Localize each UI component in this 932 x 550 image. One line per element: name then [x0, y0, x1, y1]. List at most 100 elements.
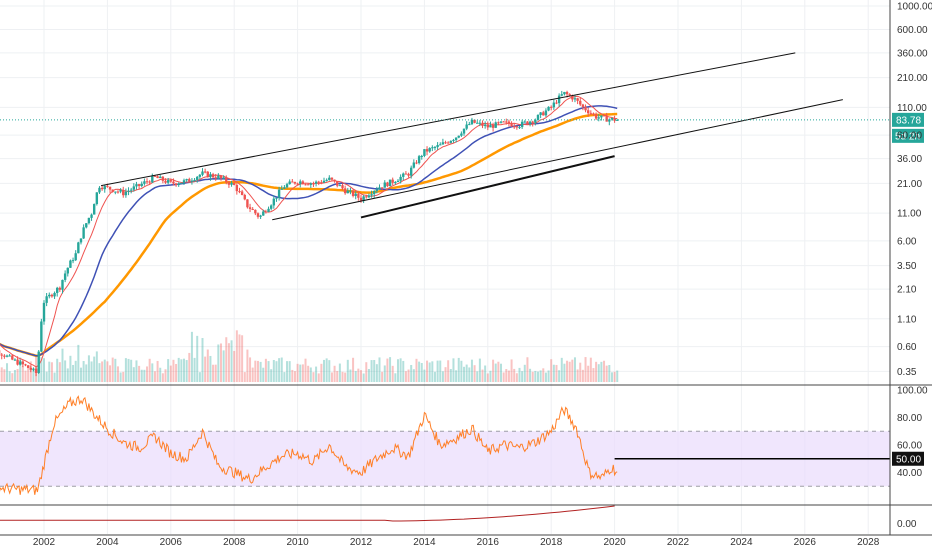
candle-body[interactable]: [351, 190, 355, 196]
candle-body[interactable]: [283, 187, 286, 189]
candle-body[interactable]: [82, 227, 85, 239]
candle-body[interactable]: [203, 171, 207, 173]
candle-body[interactable]: [87, 217, 91, 224]
candle-body[interactable]: [198, 174, 202, 177]
candle-body[interactable]: [394, 182, 397, 184]
candle-body[interactable]: [243, 194, 246, 200]
candle-body[interactable]: [275, 197, 278, 199]
candle-body[interactable]: [592, 113, 595, 115]
candle-body[interactable]: [439, 144, 442, 146]
candle-body[interactable]: [317, 181, 320, 183]
candle-body[interactable]: [29, 367, 32, 370]
candle-body[interactable]: [346, 190, 349, 194]
candle-body[interactable]: [251, 208, 254, 210]
candle-body[interactable]: [560, 94, 563, 96]
candle-body[interactable]: [56, 287, 59, 293]
candle-body[interactable]: [428, 148, 431, 152]
candle-body[interactable]: [124, 191, 128, 196]
candle-body[interactable]: [373, 191, 376, 195]
candle-body[interactable]: [50, 294, 54, 297]
candle-body[interactable]: [444, 142, 447, 144]
candle-body[interactable]: [106, 185, 109, 187]
candle-body[interactable]: [135, 184, 138, 187]
candle-body[interactable]: [478, 122, 482, 124]
candle-body[interactable]: [454, 137, 458, 140]
candle-body[interactable]: [61, 279, 64, 290]
candle-body[interactable]: [285, 184, 289, 188]
candle-body[interactable]: [515, 126, 519, 128]
candle-body[interactable]: [26, 365, 30, 368]
candle-body[interactable]: [349, 190, 352, 192]
candle-body[interactable]: [169, 180, 172, 182]
candle-body[interactable]: [90, 214, 93, 218]
candle-body[interactable]: [322, 180, 326, 183]
candle-body[interactable]: [610, 118, 614, 120]
candle-body[interactable]: [288, 181, 291, 185]
candle-body[interactable]: [132, 186, 136, 190]
candle-body[interactable]: [412, 162, 416, 168]
candle-body[interactable]: [193, 179, 196, 181]
candle-body[interactable]: [486, 124, 489, 128]
candle-body[interactable]: [248, 207, 252, 209]
candle-body[interactable]: [510, 123, 513, 127]
candle-body[interactable]: [24, 364, 27, 366]
candle-body[interactable]: [164, 180, 167, 183]
price-pane[interactable]: 83.78 5d 2h: [0, 52, 924, 382]
candle-body[interactable]: [423, 149, 426, 156]
candle-body[interactable]: [58, 287, 62, 290]
candle-body[interactable]: [325, 179, 328, 181]
candle-body[interactable]: [391, 179, 394, 183]
candle-body[interactable]: [457, 135, 460, 138]
candle-body[interactable]: [156, 176, 159, 179]
candle-body[interactable]: [378, 187, 381, 190]
candle-body[interactable]: [563, 91, 566, 95]
candle-body[interactable]: [161, 176, 165, 181]
trend-support-line[interactable]: [360, 155, 615, 219]
candle-body[interactable]: [338, 185, 342, 187]
candle-body[interactable]: [92, 204, 96, 215]
candle-body[interactable]: [209, 174, 212, 178]
candle-body[interactable]: [267, 208, 270, 212]
candle-body[interactable]: [370, 194, 373, 196]
candle-body[interactable]: [222, 177, 225, 179]
candle-body[interactable]: [119, 190, 122, 192]
candle-body[interactable]: [304, 184, 307, 186]
candle-body[interactable]: [470, 119, 474, 125]
candle-body[interactable]: [573, 98, 577, 100]
candle-body[interactable]: [333, 179, 336, 182]
candle-body[interactable]: [468, 124, 471, 126]
candle-body[interactable]: [16, 359, 19, 365]
candle-body[interactable]: [608, 119, 611, 122]
candle-body[interactable]: [182, 180, 186, 183]
candle-body[interactable]: [180, 182, 183, 184]
candle-body[interactable]: [555, 102, 558, 104]
candle-body[interactable]: [328, 177, 331, 180]
candle-body[interactable]: [520, 121, 524, 128]
candle-body[interactable]: [3, 355, 6, 357]
candle-body[interactable]: [581, 104, 585, 107]
candle-body[interactable]: [11, 355, 14, 360]
candle-body[interactable]: [547, 106, 550, 111]
candle-body[interactable]: [415, 162, 418, 164]
candle-body[interactable]: [137, 184, 141, 186]
candle-body[interactable]: [217, 175, 220, 179]
candle-body[interactable]: [159, 176, 162, 179]
candle-body[interactable]: [214, 177, 217, 179]
candle-body[interactable]: [98, 187, 101, 193]
candle-body[interactable]: [188, 179, 191, 182]
candle-body[interactable]: [579, 100, 582, 105]
candle-body[interactable]: [103, 185, 106, 190]
candle-body[interactable]: [13, 359, 17, 361]
candle-body[interactable]: [40, 321, 43, 352]
candle-body[interactable]: [396, 180, 400, 183]
candle-body[interactable]: [576, 98, 579, 101]
candle-body[interactable]: [301, 181, 305, 185]
candle-body[interactable]: [140, 183, 143, 186]
candle-body[interactable]: [77, 242, 80, 254]
candle-body[interactable]: [483, 124, 487, 126]
candle-body[interactable]: [499, 121, 503, 123]
candle-body[interactable]: [518, 127, 521, 129]
candle-body[interactable]: [69, 260, 72, 268]
candle-body[interactable]: [111, 189, 114, 192]
candle-body[interactable]: [85, 223, 88, 228]
